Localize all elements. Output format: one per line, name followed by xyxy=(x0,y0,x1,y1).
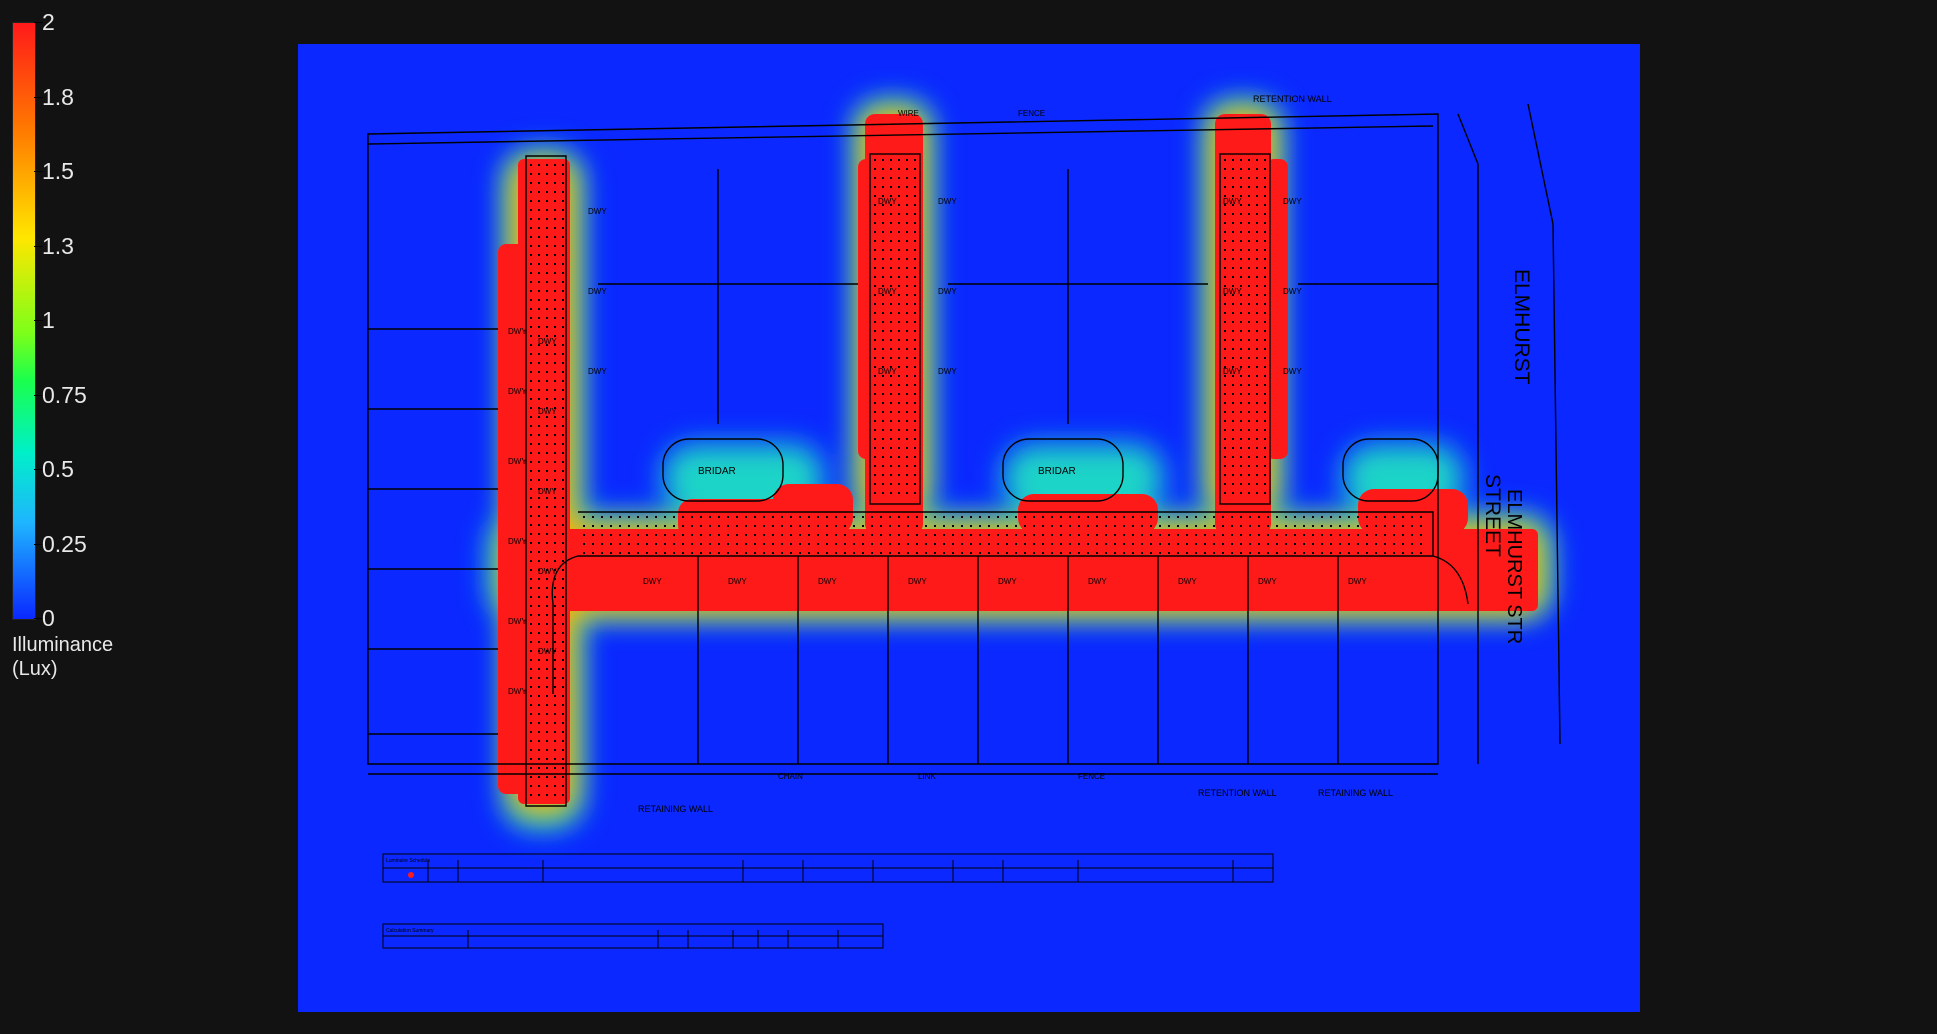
legend-tick-mark xyxy=(34,543,43,545)
driveway-label: DWY xyxy=(508,327,527,336)
driveway-label: DWY xyxy=(508,537,527,546)
driveway-label: DWY xyxy=(1283,287,1302,296)
illuminance-core xyxy=(498,114,1538,804)
legend-tick-mark xyxy=(34,394,43,396)
illuminance-halo xyxy=(488,99,1553,829)
driveway-label: DWY xyxy=(1283,197,1302,206)
fence-word-1: WIRE xyxy=(898,109,919,118)
luminaire-schedule-table xyxy=(382,853,1274,883)
driveway-label: DWY xyxy=(1223,287,1242,296)
cul-de-sac-label-2: BRIDAR xyxy=(1038,466,1076,477)
legend-tick-mark xyxy=(34,171,43,172)
driveway-label: DWY xyxy=(998,577,1017,586)
driveway-label: DWY xyxy=(538,337,557,346)
driveway-label: DWY xyxy=(508,687,527,696)
legend-tick-mark xyxy=(34,22,43,23)
driveway-label: DWY xyxy=(878,287,897,296)
driveway-label: DWY xyxy=(728,577,747,586)
driveway-label: DWY xyxy=(643,577,662,586)
legend-tick-label: 1 xyxy=(42,307,55,333)
driveway-label: DWY xyxy=(538,487,557,496)
street-label-street: STREET xyxy=(1481,474,1504,557)
driveway-label: DWY xyxy=(908,577,927,586)
driveway-label: DWY xyxy=(818,577,837,586)
luminaire-markers xyxy=(530,159,1422,796)
retaining-wall-label: RETAINING WALL xyxy=(638,804,713,814)
driveway-label: DWY xyxy=(538,407,557,416)
street-label-elmhurst-str: ELMHURST STR xyxy=(1503,489,1525,644)
cul-de-sac-label-1: BRIDAR xyxy=(698,466,736,477)
driveway-label: DWY xyxy=(1178,577,1197,586)
site-plan-heatmap: ELMHURST STREET ELMHURST STR BRIDAR BRID… xyxy=(298,44,1640,1012)
legend-tick-label: 2 xyxy=(42,9,55,35)
driveway-label: DWY xyxy=(1258,577,1277,586)
legend-tick-mark xyxy=(34,320,43,321)
driveway-label: DWY xyxy=(508,617,527,626)
driveway-label: DWY xyxy=(538,567,557,576)
driveway-label: DWY xyxy=(588,367,607,376)
driveway-label: DWY xyxy=(508,387,527,396)
luminaire-schedule-title: Luminaire Schedule xyxy=(386,858,430,864)
driveway-label: DWY xyxy=(1088,577,1107,586)
site-linework xyxy=(367,103,1561,807)
driveway-label: DWY xyxy=(938,197,957,206)
fence-word-3: CHAIN xyxy=(778,772,803,781)
legend-tick-label: 0.25 xyxy=(42,530,87,557)
driveway-label: DWY xyxy=(508,457,527,466)
legend-tick-label: 1.5 xyxy=(42,158,74,184)
legend-tick-mark xyxy=(34,96,43,98)
retention-wall-label-bottom: RETENTION WALL xyxy=(1198,788,1277,798)
calculation-summary-title: Calculation Summary xyxy=(386,928,434,934)
legend-tick-mark xyxy=(34,618,43,619)
retention-wall-label-top: RETENTION WALL xyxy=(1253,94,1332,104)
driveway-label: DWY xyxy=(1223,197,1242,206)
legend-tick-mark xyxy=(34,469,43,470)
plan-labels: ELMHURST STREET ELMHURST STR BRIDAR BRID… xyxy=(638,94,1533,814)
driveway-label: DWY xyxy=(1223,367,1242,376)
fence-word-5: FENCE xyxy=(1078,772,1105,781)
retaining-wall-label-2: RETAINING WALL xyxy=(1318,788,1393,798)
legend-tick-label: 1.8 xyxy=(42,83,74,110)
driveway-label: DWY xyxy=(878,367,897,376)
driveway-labels: DWY DWY DWY DWY DWY DWY DWY DWY DWY DWY DWY DWY DWY D… xyxy=(508,197,1367,696)
legend-title-line1: Illuminance xyxy=(12,634,114,656)
calculation-summary-table xyxy=(382,923,884,949)
legend-tick-label: 0.75 xyxy=(42,381,87,408)
legend-tick-label: 0 xyxy=(42,605,55,631)
driveway-label: DWY xyxy=(588,287,607,296)
legend-title-line2: (Lux) xyxy=(12,658,58,680)
legend-tick-label: 0.5 xyxy=(42,456,74,482)
driveway-label: DWY xyxy=(538,647,557,656)
fence-word-4: LINK xyxy=(918,772,936,781)
legend-tick-label: 1.3 xyxy=(42,232,74,259)
driveway-label: DWY xyxy=(1283,367,1302,376)
driveway-label: DWY xyxy=(588,207,607,216)
legend-tick-mark xyxy=(34,245,43,247)
driveway-label: DWY xyxy=(1348,577,1367,586)
driveway-label: DWY xyxy=(878,197,897,206)
street-label-elmhurst: ELMHURST xyxy=(1510,269,1533,385)
legend-title: Illuminance (Lux) xyxy=(12,633,192,681)
color-scale-bar xyxy=(12,22,36,620)
driveway-label: DWY xyxy=(938,287,957,296)
driveway-label: DWY xyxy=(938,367,957,376)
fence-word-2: FENCE xyxy=(1018,109,1045,118)
illuminance-legend: 2 1.8 1.5 1.3 1 0.75 0.5 0.25 0 Illuminance (Lux… xyxy=(0,0,190,720)
